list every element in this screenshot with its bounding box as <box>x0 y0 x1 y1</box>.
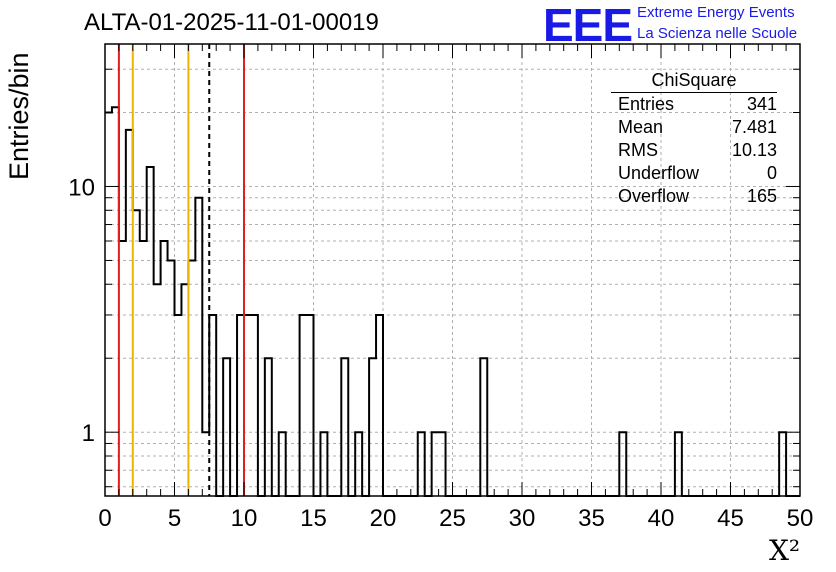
y-axis-label: Entries/bin <box>4 52 34 180</box>
stats-label: Mean <box>618 117 664 137</box>
stats-row: Entries 341 <box>611 93 777 116</box>
y-tick-label: 1 <box>82 420 95 447</box>
x-tick-label: 10 <box>231 505 258 532</box>
x-tick-label: 30 <box>509 505 536 532</box>
stats-row: Underflow 0 <box>611 162 777 185</box>
x-tick-label: 15 <box>300 505 327 532</box>
grid-lines <box>105 44 800 496</box>
stats-label: Overflow <box>618 186 690 206</box>
stats-value: 341 <box>746 94 777 114</box>
stats-box: ChiSquare Entries 341 Mean 7.481 RMS 10.13 … <box>611 70 777 208</box>
x-axis-label: X² <box>769 534 801 567</box>
x-tick-label: 20 <box>370 505 397 532</box>
y-tick-label: 10 <box>68 174 95 201</box>
logo-line-1: Extreme Energy Events <box>637 4 795 21</box>
stats-label: Underflow <box>618 163 700 183</box>
stats-row: Overflow 165 <box>611 185 777 208</box>
x-tick-label: 0 <box>98 505 111 532</box>
eee-logo: EEE <box>543 0 633 51</box>
stats-row: Mean 7.481 <box>611 116 777 139</box>
x-tick-label: 45 <box>717 505 744 532</box>
stats-value: 10.13 <box>731 140 777 160</box>
x-tick-label: 40 <box>648 505 675 532</box>
stats-label: RMS <box>618 140 658 160</box>
stats-value: 0 <box>766 163 777 183</box>
stats-value: 7.481 <box>731 117 777 137</box>
logo-line-2: La Scienza nelle Scuole <box>637 25 798 42</box>
stats-title: ChiSquare <box>611 70 777 93</box>
stats-label: Entries <box>618 94 675 114</box>
x-tick-label: 25 <box>439 505 466 532</box>
stats-row: RMS 10.13 <box>611 139 777 162</box>
x-tick-label: 5 <box>168 505 181 532</box>
stats-value: 165 <box>746 186 777 206</box>
x-tick-label: 50 <box>787 505 814 532</box>
axis-ticks: 0 5 10 15 20 25 30 35 40 45 50 1 10 <box>68 44 813 532</box>
chart-title: ALTA-01-2025-11-01-00019 <box>84 9 379 36</box>
x-tick-label: 35 <box>578 505 605 532</box>
reference-lines <box>117 44 245 496</box>
